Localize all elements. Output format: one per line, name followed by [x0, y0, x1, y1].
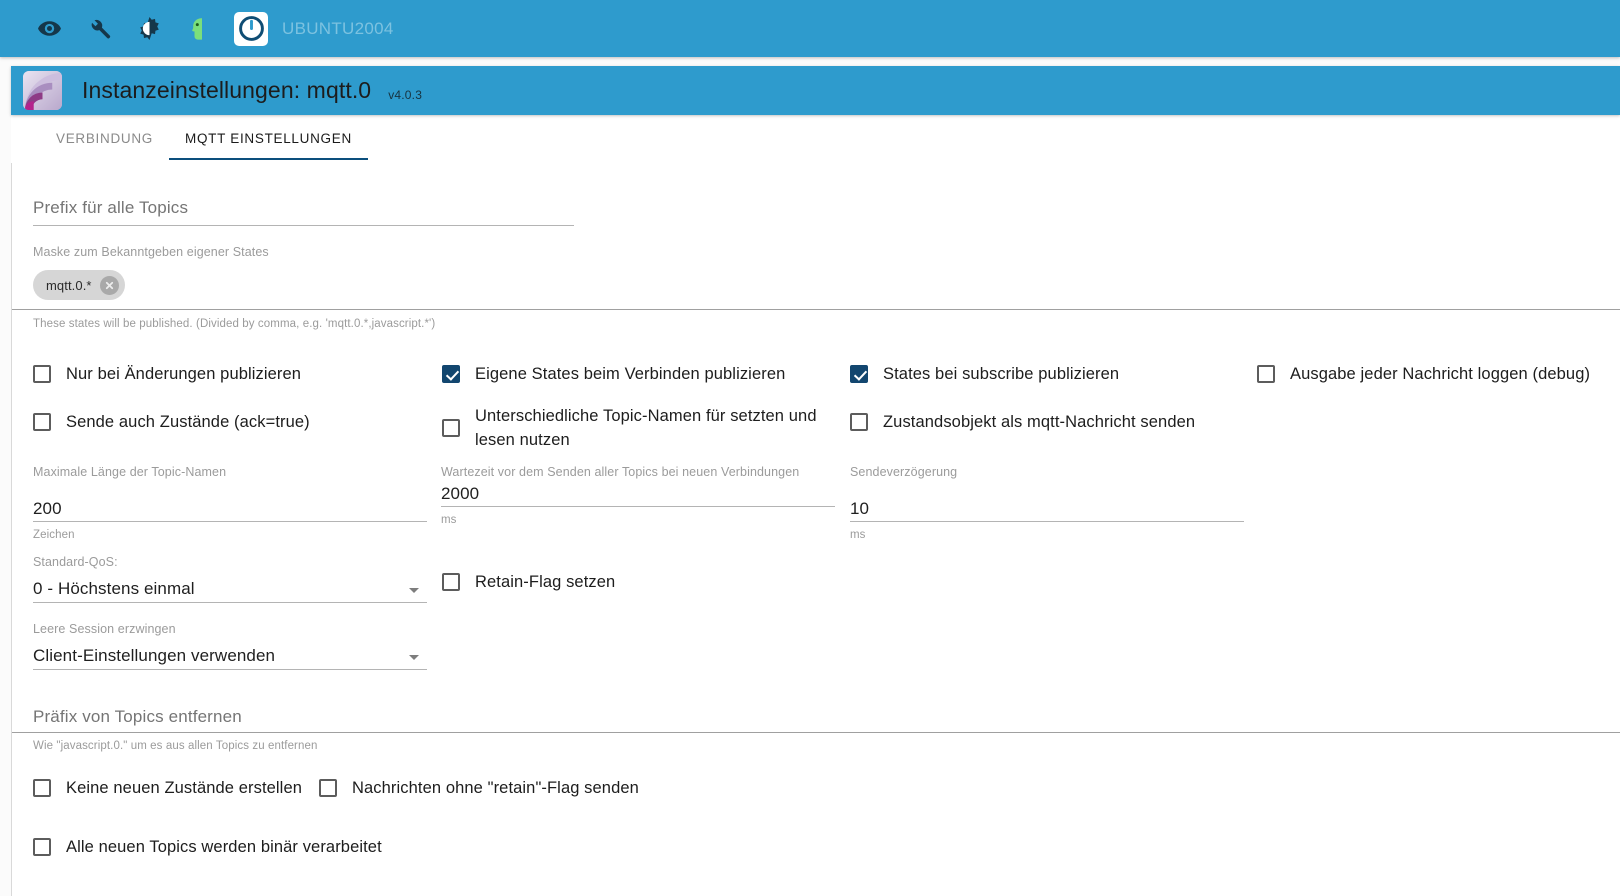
- checkbox-box[interactable]: [442, 419, 460, 437]
- page-title: Instanzeinstellungen: mqtt.0: [82, 77, 372, 103]
- wait-before-send-input[interactable]: [441, 482, 835, 506]
- host-name-label: UBUNTU2004: [282, 18, 394, 38]
- prefix-input[interactable]: [33, 191, 574, 225]
- default-qos-select: Standard-QoS: 0 - Höchstens einmal: [33, 555, 427, 603]
- checkbox-label: Zustandsobjekt als mqtt-Nachricht senden: [883, 413, 1196, 431]
- checkbox-box[interactable]: [442, 573, 460, 591]
- mask-helper-text: These states will be published. (Divided…: [33, 318, 436, 330]
- tab-verbindung[interactable]: VERBINDUNG: [56, 130, 154, 146]
- wait-before-send-field: Wartezeit vor dem Senden aller Topics be…: [441, 465, 835, 528]
- chevron-down-icon[interactable]: [409, 655, 419, 660]
- checkbox-box[interactable]: [33, 365, 51, 383]
- checkbox-label: Alle neuen Topics werden binär verarbeit…: [66, 838, 382, 856]
- checkbox-box[interactable]: [319, 779, 337, 797]
- eye-icon[interactable]: [26, 9, 72, 49]
- mask-chip-label: mqtt.0.*: [46, 277, 92, 293]
- wrench-icon[interactable]: [76, 9, 122, 49]
- max-topic-length-field: Maximale Länge der Topic-Namen Zeichen: [33, 465, 427, 543]
- checkbox-alle-topics-binaer[interactable]: Alle neuen Topics werden binär verarbeit…: [33, 837, 382, 858]
- force-clean-session-value: Client-Einstellungen verwenden: [33, 646, 276, 665]
- send-delay-field: Sendeverzögerung ms: [850, 465, 1244, 543]
- field-label: Maximale Länge der Topic-Namen: [33, 465, 227, 479]
- tab-mqtt-einstellungen[interactable]: MQTT EINSTELLUNGEN: [169, 116, 368, 160]
- field-label: Sendeverzögerung: [850, 465, 958, 479]
- settings-content-panel: Maske zum Bekanntgeben eigener States mq…: [11, 163, 1620, 896]
- checkbox-nur-bei-aenderungen[interactable]: Nur bei Änderungen publizieren: [33, 364, 301, 385]
- field-suffix: Zeichen: [33, 529, 75, 541]
- checkbox-box[interactable]: [850, 365, 868, 383]
- checkbox-label: Nur bei Änderungen publizieren: [66, 365, 302, 383]
- checkbox-keine-neuen-zustaende[interactable]: Keine neuen Zustände erstellen: [33, 778, 302, 799]
- instance-title-bar: Instanzeinstellungen: mqtt.0 v4.0.3: [11, 66, 1620, 115]
- checkbox-box[interactable]: [442, 365, 460, 383]
- checkbox-label: Sende auch Zustände (ack=true): [66, 413, 310, 431]
- field-suffix: ms: [850, 529, 866, 541]
- checkbox-label: Nachrichten ohne "retain"-Flag senden: [352, 779, 639, 797]
- checkbox-retain-flag-setzen[interactable]: Retain-Flag setzen: [442, 572, 615, 593]
- iobroker-logo-icon[interactable]: [234, 11, 268, 46]
- checkbox-label: Eigene States beim Verbinden publizieren: [475, 365, 786, 383]
- field-label: Leere Session erzwingen: [33, 622, 176, 636]
- field-label: Standard-QoS:: [33, 555, 118, 569]
- checkbox-label: States bei subscribe publizieren: [883, 365, 1120, 383]
- checkbox-eigene-states-verbinden[interactable]: Eigene States beim Verbinden publizieren: [442, 364, 785, 385]
- send-delay-input[interactable]: [850, 497, 1244, 521]
- checkbox-label: Unterschiedliche Topic-Namen für setzten…: [475, 407, 817, 449]
- mqtt-adapter-icon: [23, 71, 62, 110]
- checkbox-sende-auch-zustaende[interactable]: Sende auch Zustände (ack=true): [33, 412, 310, 433]
- max-topic-length-input[interactable]: [33, 497, 427, 521]
- mask-field-label: Maske zum Bekanntgeben eigener States: [33, 245, 269, 259]
- field-suffix: ms: [441, 514, 457, 526]
- divider-after-mask: [12, 309, 1620, 310]
- checkbox-label: Ausgabe jeder Nachricht loggen (debug): [1290, 365, 1591, 383]
- chip-delete-icon[interactable]: [99, 275, 119, 295]
- chevron-down-icon[interactable]: [409, 588, 419, 593]
- adapter-version: v4.0.3: [388, 87, 423, 102]
- checkbox-label: Keine neuen Zustände erstellen: [66, 779, 302, 797]
- settings-tabs: VERBINDUNG MQTT EINSTELLUNGEN: [11, 116, 1620, 163]
- checkbox-box[interactable]: [33, 838, 51, 856]
- checkbox-zustandsobjekt-als-nachricht[interactable]: Zustandsobjekt als mqtt-Nachricht senden: [850, 412, 1195, 433]
- checkbox-states-bei-subscribe[interactable]: States bei subscribe publizieren: [850, 364, 1119, 385]
- checkbox-box[interactable]: [850, 413, 868, 431]
- checkbox-ausgabe-loggen-debug[interactable]: Ausgabe jeder Nachricht loggen (debug): [1257, 364, 1590, 385]
- checkbox-box[interactable]: [33, 779, 51, 797]
- checkbox-unterschiedliche-topic-namen[interactable]: Unterschiedliche Topic-Namen für setzten…: [442, 404, 822, 452]
- checkbox-box[interactable]: [1257, 365, 1275, 383]
- remove-prefix-input[interactable]: [33, 702, 1598, 732]
- expert-head-icon[interactable]: [176, 9, 222, 49]
- checkbox-box[interactable]: [33, 413, 51, 431]
- force-clean-session-select: Leere Session erzwingen Client-Einstellu…: [33, 622, 427, 670]
- prefix-field: [33, 191, 574, 226]
- top-toolbar: UBUNTU2004: [0, 0, 1620, 57]
- remove-prefix-field: [33, 702, 1598, 732]
- checkbox-label: Retain-Flag setzen: [475, 573, 616, 591]
- contrast-icon[interactable]: [126, 9, 172, 49]
- mask-chip[interactable]: mqtt.0.*: [33, 270, 125, 300]
- checkbox-nachrichten-ohne-retain[interactable]: Nachrichten ohne "retain"-Flag senden: [319, 778, 639, 799]
- divider-after-remove-prefix: [12, 732, 1620, 733]
- field-label: Wartezeit vor dem Senden aller Topics be…: [441, 465, 800, 479]
- default-qos-value: 0 - Höchstens einmal: [33, 579, 195, 598]
- remove-prefix-helper-text: Wie "javascript.0." um es aus allen Topi…: [33, 740, 318, 752]
